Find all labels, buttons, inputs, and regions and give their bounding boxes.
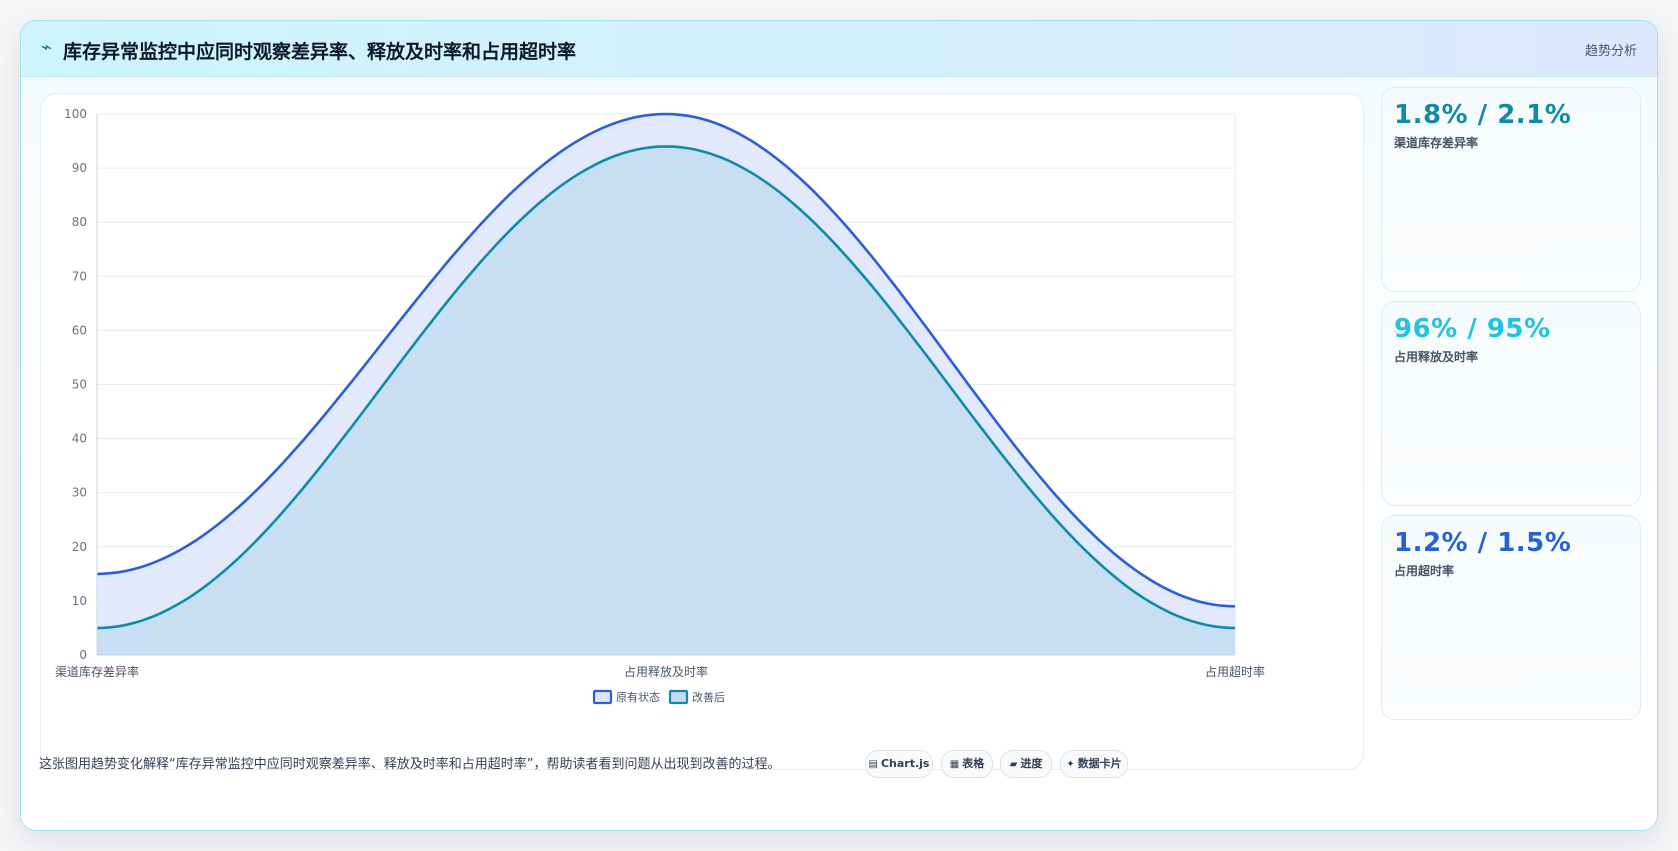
- x-tick-label: 占用释放及时率: [624, 664, 708, 679]
- page-title: 库存异常监控中应同时观察差异率、释放及时率和占用超时率: [63, 41, 577, 63]
- sparkle-icon: ✦: [1066, 759, 1075, 770]
- series-area-1: [97, 146, 1235, 655]
- trend-icon: ⌁: [41, 37, 52, 58]
- stat-label: 占用释放及时率: [1394, 350, 1479, 364]
- stat-card-timeout-rate: 1.2% / 1.5% 占用超时率: [1381, 515, 1641, 720]
- table-icon: ▦: [949, 759, 960, 770]
- chart-description: 这张图用趋势变化解释“库存异常监控中应同时观察差异率、释放及时率和占用超时率”，…: [39, 757, 781, 772]
- pill-label: 表格: [962, 757, 985, 770]
- series-line-0: [96, 112, 1236, 608]
- stat-label: 渠道库存差异率: [1394, 136, 1479, 150]
- legend-swatch: [592, 689, 613, 705]
- x-tick-label: 占用超时率: [1205, 664, 1265, 679]
- card-header: ⌁ 库存异常监控中应同时观察差异率、释放及时率和占用超时率 趋势分析: [21, 21, 1657, 77]
- y-tick-label: 100: [64, 107, 87, 121]
- legend-swatch: [668, 689, 689, 705]
- y-tick-label: 40: [72, 432, 87, 446]
- y-tick-label: 10: [72, 594, 87, 608]
- legend-label: 改善后: [692, 690, 725, 704]
- y-tick-label: 60: [72, 323, 87, 337]
- pill-data-card[interactable]: ✦ 数据卡片: [1060, 750, 1128, 778]
- header-tag: 趋势分析: [1584, 44, 1637, 59]
- chart-icon: ▤: [868, 759, 878, 770]
- stat-value: 1.8% / 2.1%: [1394, 100, 1572, 130]
- series-line-1: [96, 145, 1236, 630]
- pill-progress[interactable]: ▰ 进度: [1000, 750, 1052, 778]
- pill-chartjs[interactable]: ▤ Chart.js: [865, 750, 933, 778]
- stat-card-diff-rate: 1.8% / 2.1% 渠道库存差异率: [1381, 87, 1641, 292]
- chart-panel: 0 10 20 30 40 50 60 70 80 90 100 渠道库存差异率 占用释放及时率 占用超时…: [40, 93, 1364, 770]
- y-tick-label: 90: [72, 161, 87, 175]
- main-card: ⌁ 库存异常监控中应同时观察差异率、释放及时率和占用超时率 趋势分析 0 10 20…: [20, 20, 1658, 831]
- y-tick-label: 0: [79, 648, 87, 662]
- progress-icon: ▰: [1009, 759, 1018, 770]
- stat-value: 1.2% / 1.5%: [1394, 528, 1572, 558]
- pill-label: 进度: [1020, 757, 1043, 770]
- pill-table[interactable]: ▦ 表格: [941, 750, 993, 778]
- stat-card-release-rate: 96% / 95% 占用释放及时率: [1381, 301, 1641, 506]
- stat-label: 占用超时率: [1394, 564, 1455, 578]
- x-tick-label: 渠道库存差异率: [55, 664, 139, 679]
- y-tick-label: 50: [72, 378, 87, 392]
- y-tick-label: 80: [72, 215, 87, 229]
- pill-label: Chart.js: [880, 757, 930, 770]
- y-tick-label: 20: [72, 540, 87, 554]
- y-tick-label: 70: [72, 269, 87, 283]
- stat-value: 96% / 95%: [1394, 314, 1551, 344]
- pill-label: 数据卡片: [1077, 757, 1122, 770]
- y-tick-label: 30: [72, 486, 87, 500]
- legend-label: 原有状态: [616, 690, 660, 704]
- area-chart: 0 10 20 30 40 50 60 70 80 90 100 渠道库存差异率 占用释放及时率 占用超时…: [55, 107, 1265, 705]
